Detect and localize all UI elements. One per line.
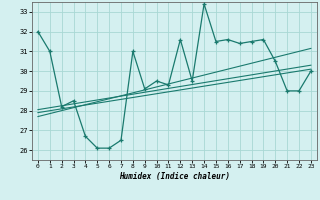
X-axis label: Humidex (Indice chaleur): Humidex (Indice chaleur) bbox=[119, 172, 230, 181]
